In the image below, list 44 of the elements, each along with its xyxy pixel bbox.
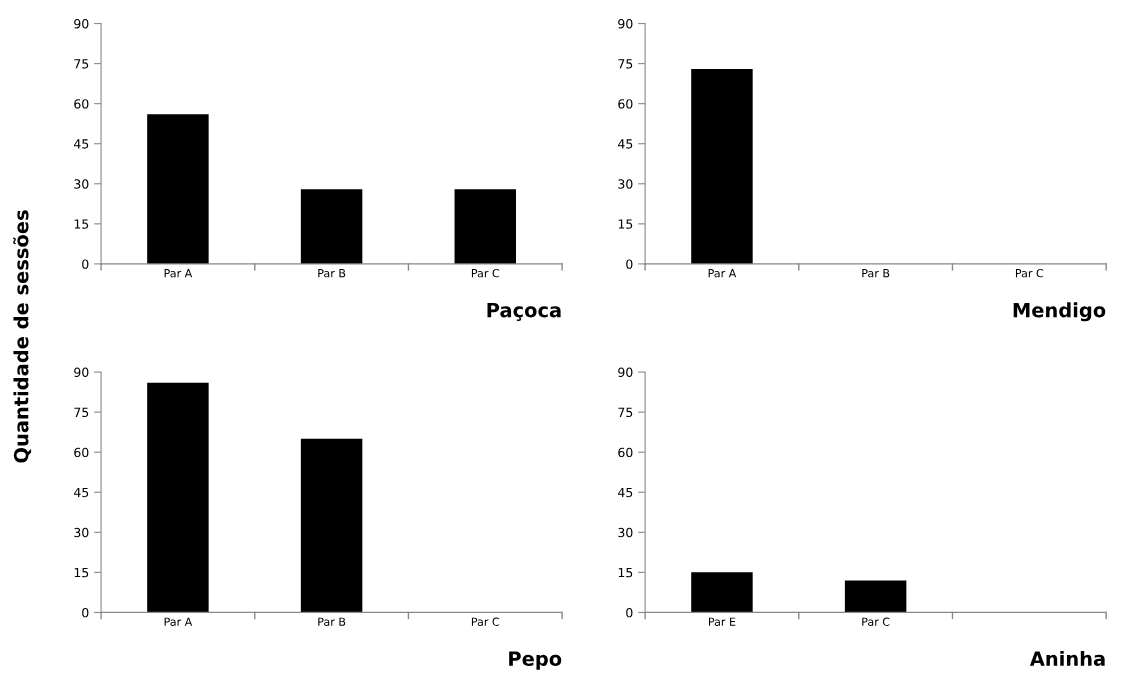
y-tick-label: 90 xyxy=(74,19,89,29)
y-tick-label: 90 xyxy=(618,19,633,29)
text: Aninha xyxy=(1029,650,1105,666)
x-tick-label: Par B xyxy=(862,269,890,278)
x-tick-label: Par A xyxy=(708,269,737,278)
x-tick-label: Par C xyxy=(1015,268,1044,278)
y-tick-label: 45 xyxy=(618,139,633,149)
y-tick-label: 0 xyxy=(82,259,89,269)
text: Pepo xyxy=(509,651,562,670)
y-tick-label: 45 xyxy=(618,487,633,498)
y-tick-label: 60 xyxy=(74,447,89,458)
y-tick-label: 60 xyxy=(618,447,633,458)
y-tick-label: 15 xyxy=(618,568,633,578)
x-tick-label: Par C xyxy=(471,617,500,626)
y-tick-label: 0 xyxy=(626,607,633,618)
y-tick-label: 90 xyxy=(618,367,633,377)
y-tick-label: 45 xyxy=(73,139,89,149)
y-tick-label: 75 xyxy=(74,59,89,69)
x-tick-label: Par A xyxy=(164,617,193,626)
y-tick-label: 30 xyxy=(74,179,89,189)
x-tick-label: Par C xyxy=(471,268,500,278)
y-tick-label: 15 xyxy=(74,219,89,229)
x-tick-label: Par B xyxy=(318,617,346,626)
y-tick-label: 30 xyxy=(618,179,633,189)
y-tick-label: 15 xyxy=(74,568,89,578)
x-tick-label: Par A xyxy=(164,269,193,278)
y-tick-label: 60 xyxy=(74,99,89,109)
y-tick-label: 0 xyxy=(82,607,89,618)
text: Mendigo xyxy=(1013,302,1106,322)
x-tick-label: Par B xyxy=(318,269,346,278)
y-tick-label: 45 xyxy=(73,487,89,498)
y-tick-label: 15 xyxy=(618,219,633,229)
y-tick-label: 90 xyxy=(74,367,89,377)
y-tick-label: 30 xyxy=(74,527,89,538)
text: Paçoca xyxy=(487,302,561,321)
y-tick-label: 75 xyxy=(618,59,633,69)
x-tick-label: Par E xyxy=(708,617,736,626)
y-tick-label: 60 xyxy=(618,99,633,109)
y-tick-label: 75 xyxy=(74,407,89,418)
y-tick-label: 75 xyxy=(618,407,633,418)
y-axis-title: Quantidade de sessões xyxy=(13,210,32,463)
y-tick-label: 30 xyxy=(618,527,633,538)
y-tick-label: 0 xyxy=(626,259,633,269)
x-tick-label: Par C xyxy=(862,617,890,626)
